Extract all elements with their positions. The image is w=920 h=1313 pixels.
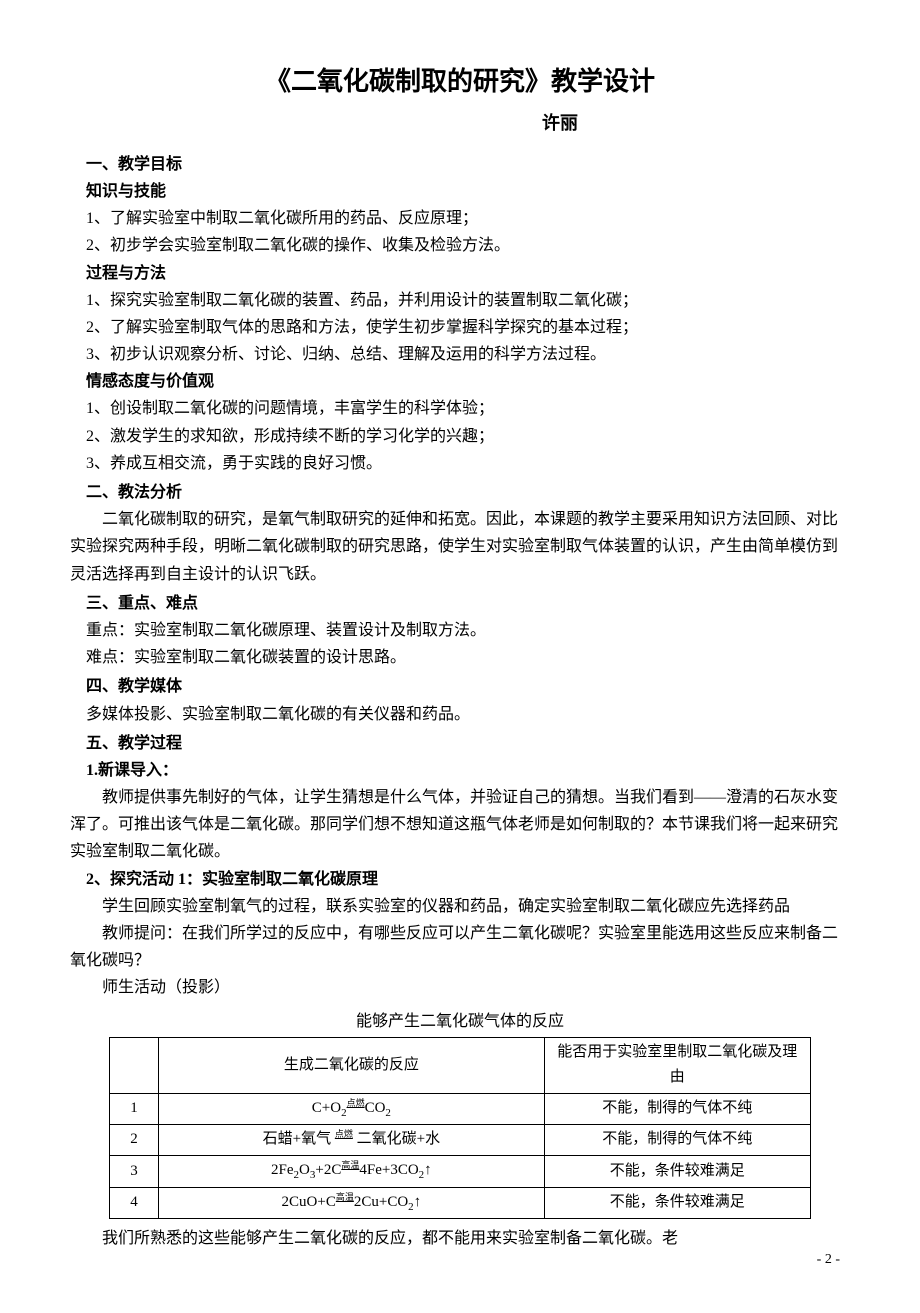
s1-sub3-item1: 1、创设制取二氧化碳的问题情境，丰富学生的科学体验； — [70, 395, 850, 422]
subsection-5-1-header: 1.新课导入： — [70, 757, 850, 784]
section-1-header: 一、教学目标 — [70, 151, 850, 178]
table-cell-num: 1 — [110, 1093, 159, 1125]
s5-sub1-para: 教师提供事先制好的气体，让学生猜想是什么气体，并验证自己的猜想。当我们看到——澄… — [70, 784, 850, 866]
document-author: 许丽 — [70, 108, 850, 139]
section-2-header: 二、教法分析 — [70, 479, 850, 506]
s3-item2: 难点：实验室制取二氧化碳装置的设计思路。 — [70, 644, 850, 671]
s1-sub3-item2: 2、激发学生的求知欲，形成持续不断的学习化学的兴趣； — [70, 423, 850, 450]
s1-sub2-item1: 1、探究实验室制取二氧化碳的装置、药品，并利用设计的装置制取二氧化碳； — [70, 287, 850, 314]
s5-sub2-para3: 师生活动（投影） — [70, 974, 850, 1001]
table-header-row: 生成二氧化碳的反应 能否用于实验室里制取二氧化碳及理由 — [110, 1037, 811, 1093]
s1-sub3-item3: 3、养成互相交流，勇于实践的良好习惯。 — [70, 450, 850, 477]
table-header-col3: 能否用于实验室里制取二氧化碳及理由 — [544, 1037, 810, 1093]
s1-sub2-item2: 2、了解实验室制取气体的思路和方法，使学生初步掌握科学探究的基本过程； — [70, 314, 850, 341]
closing-para: 我们所熟悉的这些能够产生二氧化碳的反应，都不能用来实验室制备二氧化碳。老 — [70, 1225, 850, 1252]
table-cell-reaction: 石蜡+氧气 点燃 二氧化碳+水 — [159, 1125, 545, 1156]
s4-item1: 多媒体投影、实验室制取二氧化碳的有关仪器和药品。 — [70, 701, 850, 728]
s5-sub2-para1: 学生回顾实验室制氧气的过程，联系实验室的仪器和药品，确定实验室制取二氧化碳应先选… — [70, 893, 850, 920]
reaction-part2: 二氧化碳+水 — [353, 1131, 440, 1147]
s3-item1: 重点：实验室制取二氧化碳原理、装置设计及制取方法。 — [70, 617, 850, 644]
table-cell-reason: 不能，制得的气体不纯 — [544, 1125, 810, 1156]
document-title: 《二氧化碳制取的研究》教学设计 — [70, 60, 850, 104]
table-row: 4 2CuO+C高温2Cu+CO2↑ 不能，条件较难满足 — [110, 1187, 811, 1219]
s1-sub1-item2: 2、初步学会实验室制取二氧化碳的操作、收集及检验方法。 — [70, 232, 850, 259]
table-cell-reason: 不能，条件较难满足 — [544, 1155, 810, 1187]
table-cell-num: 3 — [110, 1155, 159, 1187]
table-row: 3 2Fe2O3+2C高温4Fe+3CO2↑ 不能，条件较难满足 — [110, 1155, 811, 1187]
section-5-header: 五、教学过程 — [70, 730, 850, 757]
section-4-header: 四、教学媒体 — [70, 673, 850, 700]
s5-sub2-para2: 教师提问：在我们所学过的反应中，有哪些反应可以产生二氧化碳呢？实验室里能选用这些… — [70, 920, 850, 974]
table-header-col2: 生成二氧化碳的反应 — [159, 1037, 545, 1093]
table-cell-reason: 不能，条件较难满足 — [544, 1187, 810, 1219]
subsection-1-2-header: 过程与方法 — [70, 260, 850, 287]
s1-sub1-item1: 1、了解实验室中制取二氧化碳所用的药品、反应原理； — [70, 205, 850, 232]
table-row: 2 石蜡+氧气 点燃 二氧化碳+水 不能，制得的气体不纯 — [110, 1125, 811, 1156]
reaction-condition: 点燃 — [335, 1129, 353, 1139]
subsection-1-3-header: 情感态度与价值观 — [70, 368, 850, 395]
s2-para: 二氧化碳制取的研究，是氧气制取研究的延伸和拓宽。因此，本课题的教学主要采用知识方… — [70, 506, 850, 588]
table-header-col1 — [110, 1037, 159, 1093]
subsection-5-2-header: 2、探究活动 1：实验室制取二氧化碳原理 — [70, 866, 850, 893]
subsection-1-1-header: 知识与技能 — [70, 178, 850, 205]
s1-sub2-item3: 3、初步认识观察分析、讨论、归纳、总结、理解及运用的科学方法过程。 — [70, 341, 850, 368]
page-number: - 2 - — [817, 1248, 840, 1272]
table-cell-reaction: 2CuO+C高温2Cu+CO2↑ — [159, 1187, 545, 1219]
reactions-table: 生成二氧化碳的反应 能否用于实验室里制取二氧化碳及理由 1 C+O2点燃CO2 … — [109, 1037, 811, 1220]
reaction-part1: 石蜡+氧气 — [263, 1131, 335, 1147]
table-cell-reaction: 2Fe2O3+2C高温4Fe+3CO2↑ — [159, 1155, 545, 1187]
table-cell-num: 4 — [110, 1187, 159, 1219]
table-cell-reaction: C+O2点燃CO2 — [159, 1093, 545, 1125]
table-cell-reason: 不能，制得的气体不纯 — [544, 1093, 810, 1125]
table-caption: 能够产生二氧化碳气体的反应 — [70, 1008, 850, 1035]
table-row: 1 C+O2点燃CO2 不能，制得的气体不纯 — [110, 1093, 811, 1125]
table-cell-num: 2 — [110, 1125, 159, 1156]
section-3-header: 三、重点、难点 — [70, 590, 850, 617]
